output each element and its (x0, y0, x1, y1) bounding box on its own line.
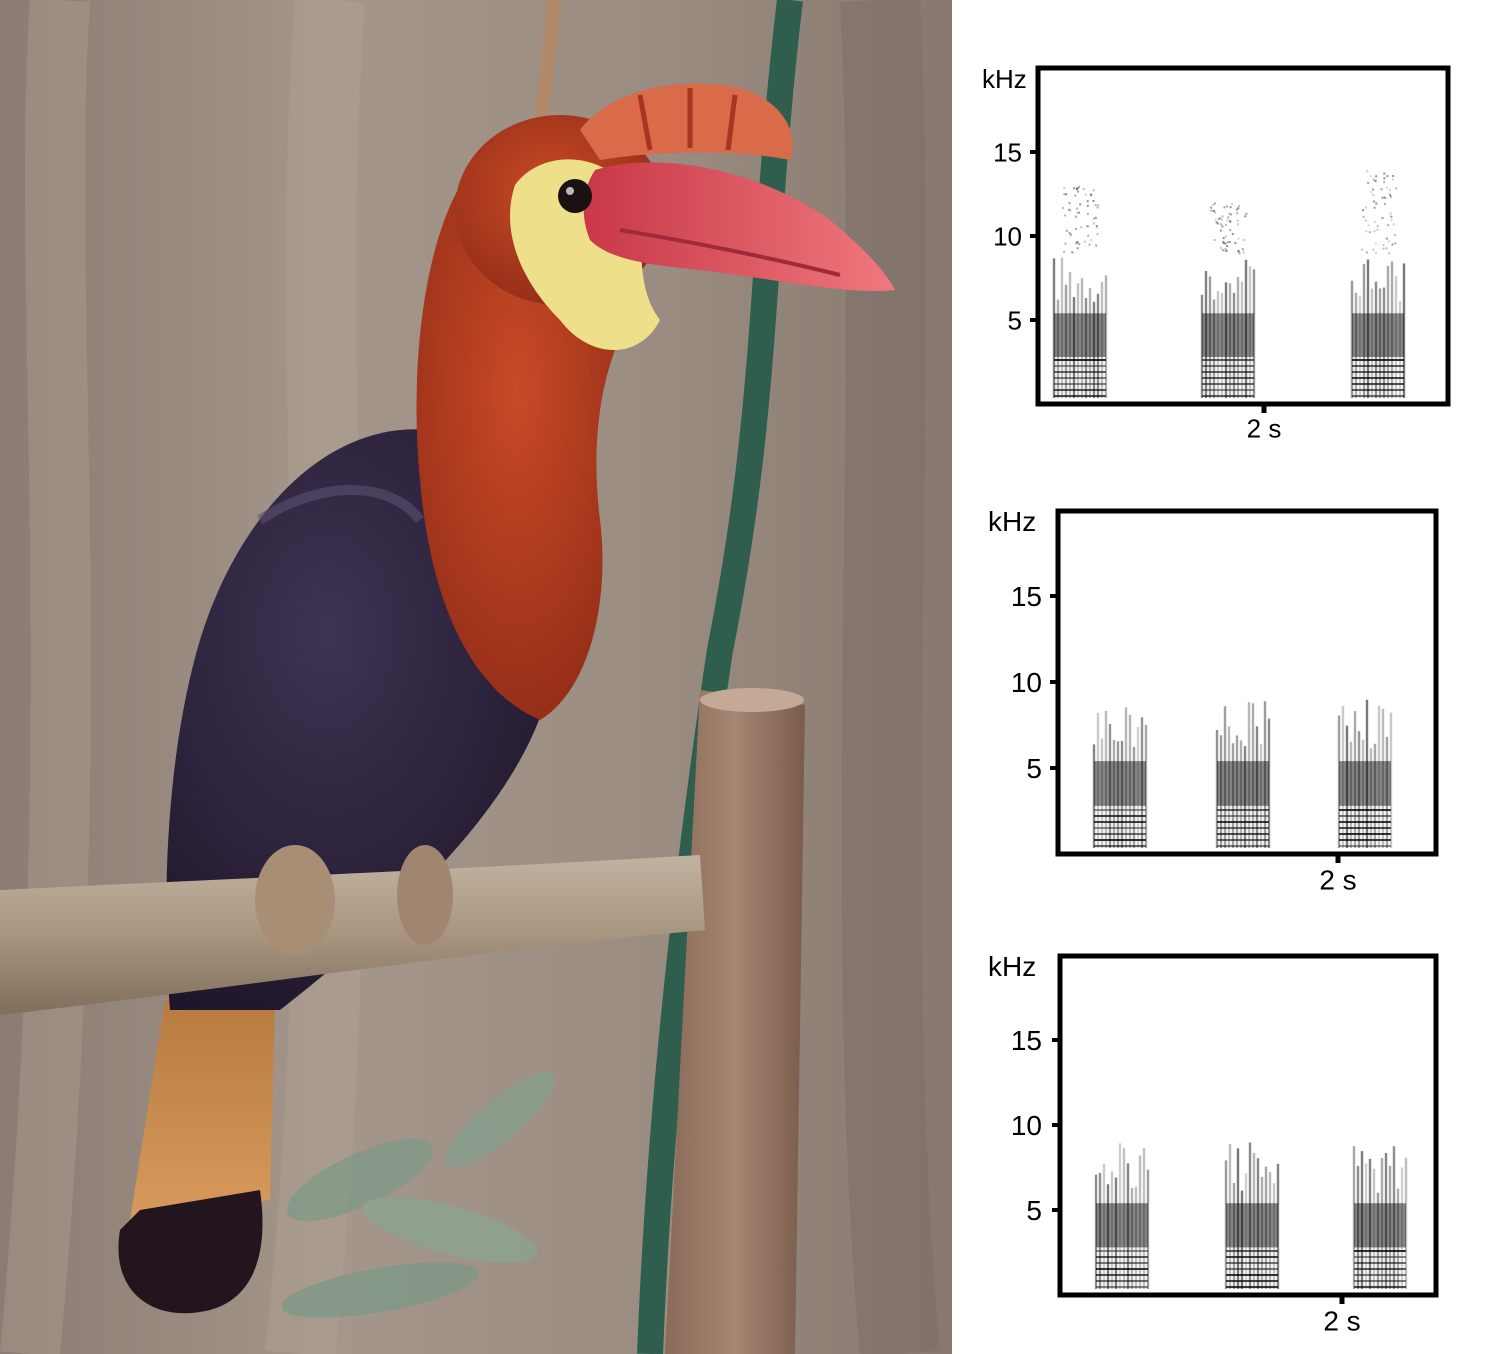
spectrogram-frame (1055, 508, 1439, 857)
y-tick-label: 5 (1008, 305, 1022, 335)
spectrogram-panel-1: kHz 15 10 5 2 s (982, 64, 1451, 444)
y-axis-unit-label: kHz (982, 64, 1027, 94)
y-tick-label: 10 (1011, 667, 1042, 698)
y-tick-label: 15 (1011, 581, 1042, 612)
y-axis-unit-label: kHz (988, 506, 1036, 537)
time-scale-label: 2 s (1247, 414, 1282, 444)
y-tick-label: 10 (993, 221, 1022, 251)
spectrogram-panel-2: kHz 15 10 5 2 s (988, 506, 1439, 896)
time-scale-label: 2 s (1323, 1306, 1360, 1337)
y-tick-label: 15 (993, 137, 1022, 167)
spectrogram-frame (1035, 65, 1451, 407)
y-tick-label: 10 (1011, 1110, 1042, 1141)
y-tick-label: 5 (1026, 1195, 1042, 1226)
call-note (1094, 1143, 1150, 1289)
call-note (1200, 202, 1256, 398)
call-note (1350, 170, 1406, 398)
call-note (1092, 707, 1148, 848)
y-axis-unit-label: kHz (988, 951, 1036, 982)
y-tick-label: 15 (1011, 1025, 1042, 1056)
spectrogram-frame (1057, 953, 1439, 1298)
call-note (1337, 699, 1393, 848)
call-note (1215, 701, 1271, 848)
call-note (1052, 185, 1108, 398)
time-scale-label: 2 s (1319, 865, 1356, 896)
call-note (1352, 1146, 1408, 1289)
call-note (1224, 1142, 1280, 1289)
y-tick-label: 5 (1026, 753, 1042, 784)
hornbill-photo (0, 0, 952, 1354)
spectrogram-panel-3: kHz 15 10 5 2 s (988, 951, 1439, 1337)
